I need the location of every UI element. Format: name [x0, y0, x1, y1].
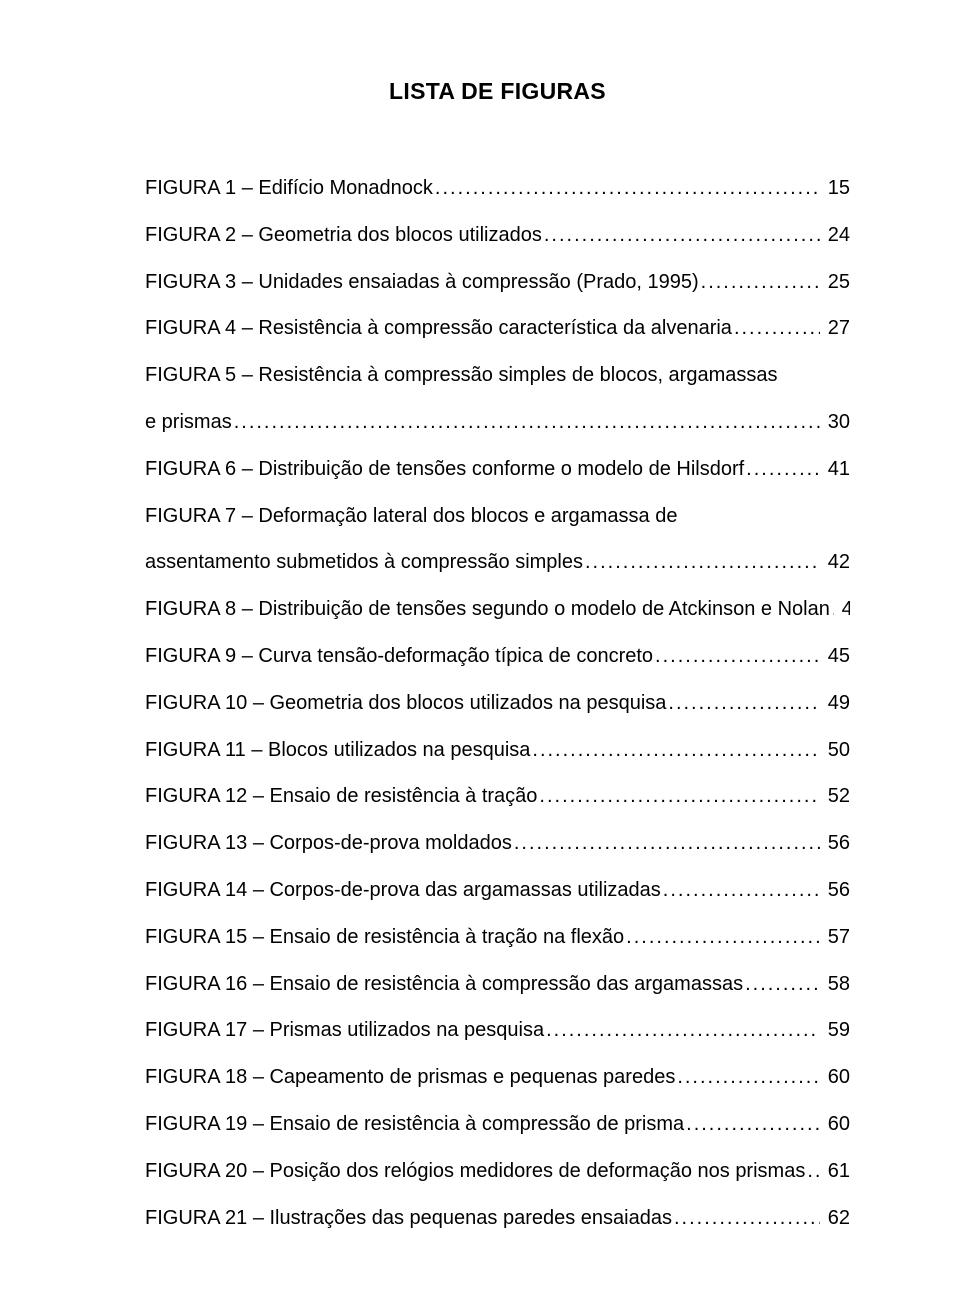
figure-entry: FIGURA 7 – Deformação lateral dos blocos… [145, 493, 850, 540]
leader-dots: ........................................… [624, 914, 820, 961]
figure-page: 59 [820, 1007, 850, 1054]
figure-label: FIGURA 7 – Deformação lateral dos blocos… [145, 493, 677, 540]
leader-dots: ........................................… [544, 1007, 820, 1054]
figure-page: 15 [820, 165, 850, 212]
figure-page: 30 [820, 399, 850, 446]
figure-page: 42 [820, 539, 850, 586]
figure-entry: FIGURA 18 – Capeamento de prismas e pequ… [145, 1054, 850, 1101]
figure-label: FIGURA 13 – Corpos-de-prova moldados [145, 820, 512, 867]
figure-entry: FIGURA 5 – Resistência à compressão simp… [145, 352, 850, 399]
figure-entry: FIGURA 13 – Corpos-de-prova moldados....… [145, 820, 850, 867]
figure-label: FIGURA 4 – Resistência à compressão cara… [145, 305, 732, 352]
figure-entry: FIGURA 11 – Blocos utilizados na pesquis… [145, 727, 850, 774]
document-page: LISTA DE FIGURAS FIGURA 1 – Edifício Mon… [0, 0, 960, 1301]
leader-dots: ........................................… [744, 446, 820, 493]
figure-entry: FIGURA 6 – Distribuição de tensões confo… [145, 446, 850, 493]
figure-label: FIGURA 1 – Edifício Monadnock [145, 165, 433, 212]
figure-label: FIGURA 15 – Ensaio de resistência à traç… [145, 914, 624, 961]
figure-page: 52 [820, 773, 850, 820]
leader-dots: ........................................… [805, 1148, 820, 1195]
leader-dots: ........................................… [666, 680, 820, 727]
figure-entry: FIGURA 10 – Geometria dos blocos utiliza… [145, 680, 850, 727]
figure-page: 60 [820, 1054, 850, 1101]
figure-entry-cont: assentamento submetidos à compressão sim… [145, 539, 850, 586]
figure-label: FIGURA 20 – Posição dos relógios medidor… [145, 1148, 805, 1195]
figure-entry: FIGURA 14 – Corpos-de-prova das argamass… [145, 867, 850, 914]
leader-dots: ........................................… [512, 820, 820, 867]
figure-page: 62 [820, 1195, 850, 1242]
figure-label: FIGURA 14 – Corpos-de-prova das argamass… [145, 867, 661, 914]
figure-entry: FIGURA 19 – Ensaio de resistência à comp… [145, 1101, 850, 1148]
figure-label: FIGURA 9 – Curva tensão-deformação típic… [145, 633, 653, 680]
figure-label: FIGURA 3 – Unidades ensaiadas à compress… [145, 259, 699, 306]
figure-page: 27 [820, 305, 850, 352]
figure-entry: FIGURA 9 – Curva tensão-deformação típic… [145, 633, 850, 680]
figure-entry: FIGURA 17 – Prismas utilizados na pesqui… [145, 1007, 850, 1054]
figure-label: FIGURA 10 – Geometria dos blocos utiliza… [145, 680, 666, 727]
figure-entry: FIGURA 16 – Ensaio de resistência à comp… [145, 961, 850, 1008]
leader-dots: ........................................… [542, 212, 820, 259]
leader-dots: ........................................… [732, 305, 820, 352]
figure-label: assentamento submetidos à compressão sim… [145, 539, 583, 586]
figure-page: 58 [820, 961, 850, 1008]
figure-page: 41 [820, 446, 850, 493]
figure-label: FIGURA 17 – Prismas utilizados na pesqui… [145, 1007, 544, 1054]
leader-dots: ........................................… [537, 773, 820, 820]
figure-entry: FIGURA 4 – Resistência à compressão cara… [145, 305, 850, 352]
figure-label: FIGURA 11 – Blocos utilizados na pesquis… [145, 727, 530, 774]
leader-dots: ........................................… [653, 633, 820, 680]
leader-dots: ........................................… [530, 727, 820, 774]
leader-dots: ........................................… [672, 1195, 820, 1242]
figure-label: FIGURA 16 – Ensaio de resistência à comp… [145, 961, 743, 1008]
leader-dots: ........................................… [583, 539, 820, 586]
leader-dots: ........................................… [433, 165, 820, 212]
leader-dots: ........................................… [661, 867, 820, 914]
figure-page: 56 [820, 820, 850, 867]
figure-entry: FIGURA 21 – Ilustrações das pequenas par… [145, 1195, 850, 1242]
leader-dots: ........................................… [684, 1101, 820, 1148]
figure-entry: FIGURA 12 – Ensaio de resistência à traç… [145, 773, 850, 820]
figure-page: 61 [820, 1148, 850, 1195]
figure-list: FIGURA 1 – Edifício Monadnock...........… [145, 165, 850, 1241]
figure-page: 49 [820, 680, 850, 727]
leader-dots: ........................................… [675, 1054, 820, 1101]
figure-entry: FIGURA 15 – Ensaio de resistência à traç… [145, 914, 850, 961]
figure-page: 45 [820, 633, 850, 680]
figure-page: 24 [820, 212, 850, 259]
page-title: LISTA DE FIGURAS [145, 78, 850, 105]
figure-entry: FIGURA 2 – Geometria dos blocos utilizad… [145, 212, 850, 259]
figure-entry-cont: e prismas...............................… [145, 399, 850, 446]
leader-dots: ........................................… [743, 961, 820, 1008]
figure-label: FIGURA 19 – Ensaio de resistência à comp… [145, 1101, 684, 1148]
figure-page: 56 [820, 867, 850, 914]
figure-label: FIGURA 12 – Ensaio de resistência à traç… [145, 773, 537, 820]
figure-page: 57 [820, 914, 850, 961]
figure-label: FIGURA 8 – Distribuição de tensões segun… [145, 586, 830, 633]
leader-dots: ........................................… [232, 399, 820, 446]
figure-label: e prismas [145, 399, 232, 446]
figure-label: FIGURA 2 – Geometria dos blocos utilizad… [145, 212, 542, 259]
figure-page: 25 [820, 259, 850, 306]
figure-entry: FIGURA 8 – Distribuição de tensões segun… [145, 586, 850, 633]
leader-dots: ........................................… [699, 259, 820, 306]
figure-entry: FIGURA 20 – Posição dos relógios medidor… [145, 1148, 850, 1195]
figure-page: 60 [820, 1101, 850, 1148]
figure-page: 43 [834, 586, 850, 633]
figure-label: FIGURA 6 – Distribuição de tensões confo… [145, 446, 744, 493]
figure-label: FIGURA 18 – Capeamento de prismas e pequ… [145, 1054, 675, 1101]
figure-page: 50 [820, 727, 850, 774]
figure-label: FIGURA 5 – Resistência à compressão simp… [145, 352, 778, 399]
figure-label: FIGURA 21 – Ilustrações das pequenas par… [145, 1195, 672, 1242]
figure-entry: FIGURA 3 – Unidades ensaiadas à compress… [145, 259, 850, 306]
figure-entry: FIGURA 1 – Edifício Monadnock...........… [145, 165, 850, 212]
